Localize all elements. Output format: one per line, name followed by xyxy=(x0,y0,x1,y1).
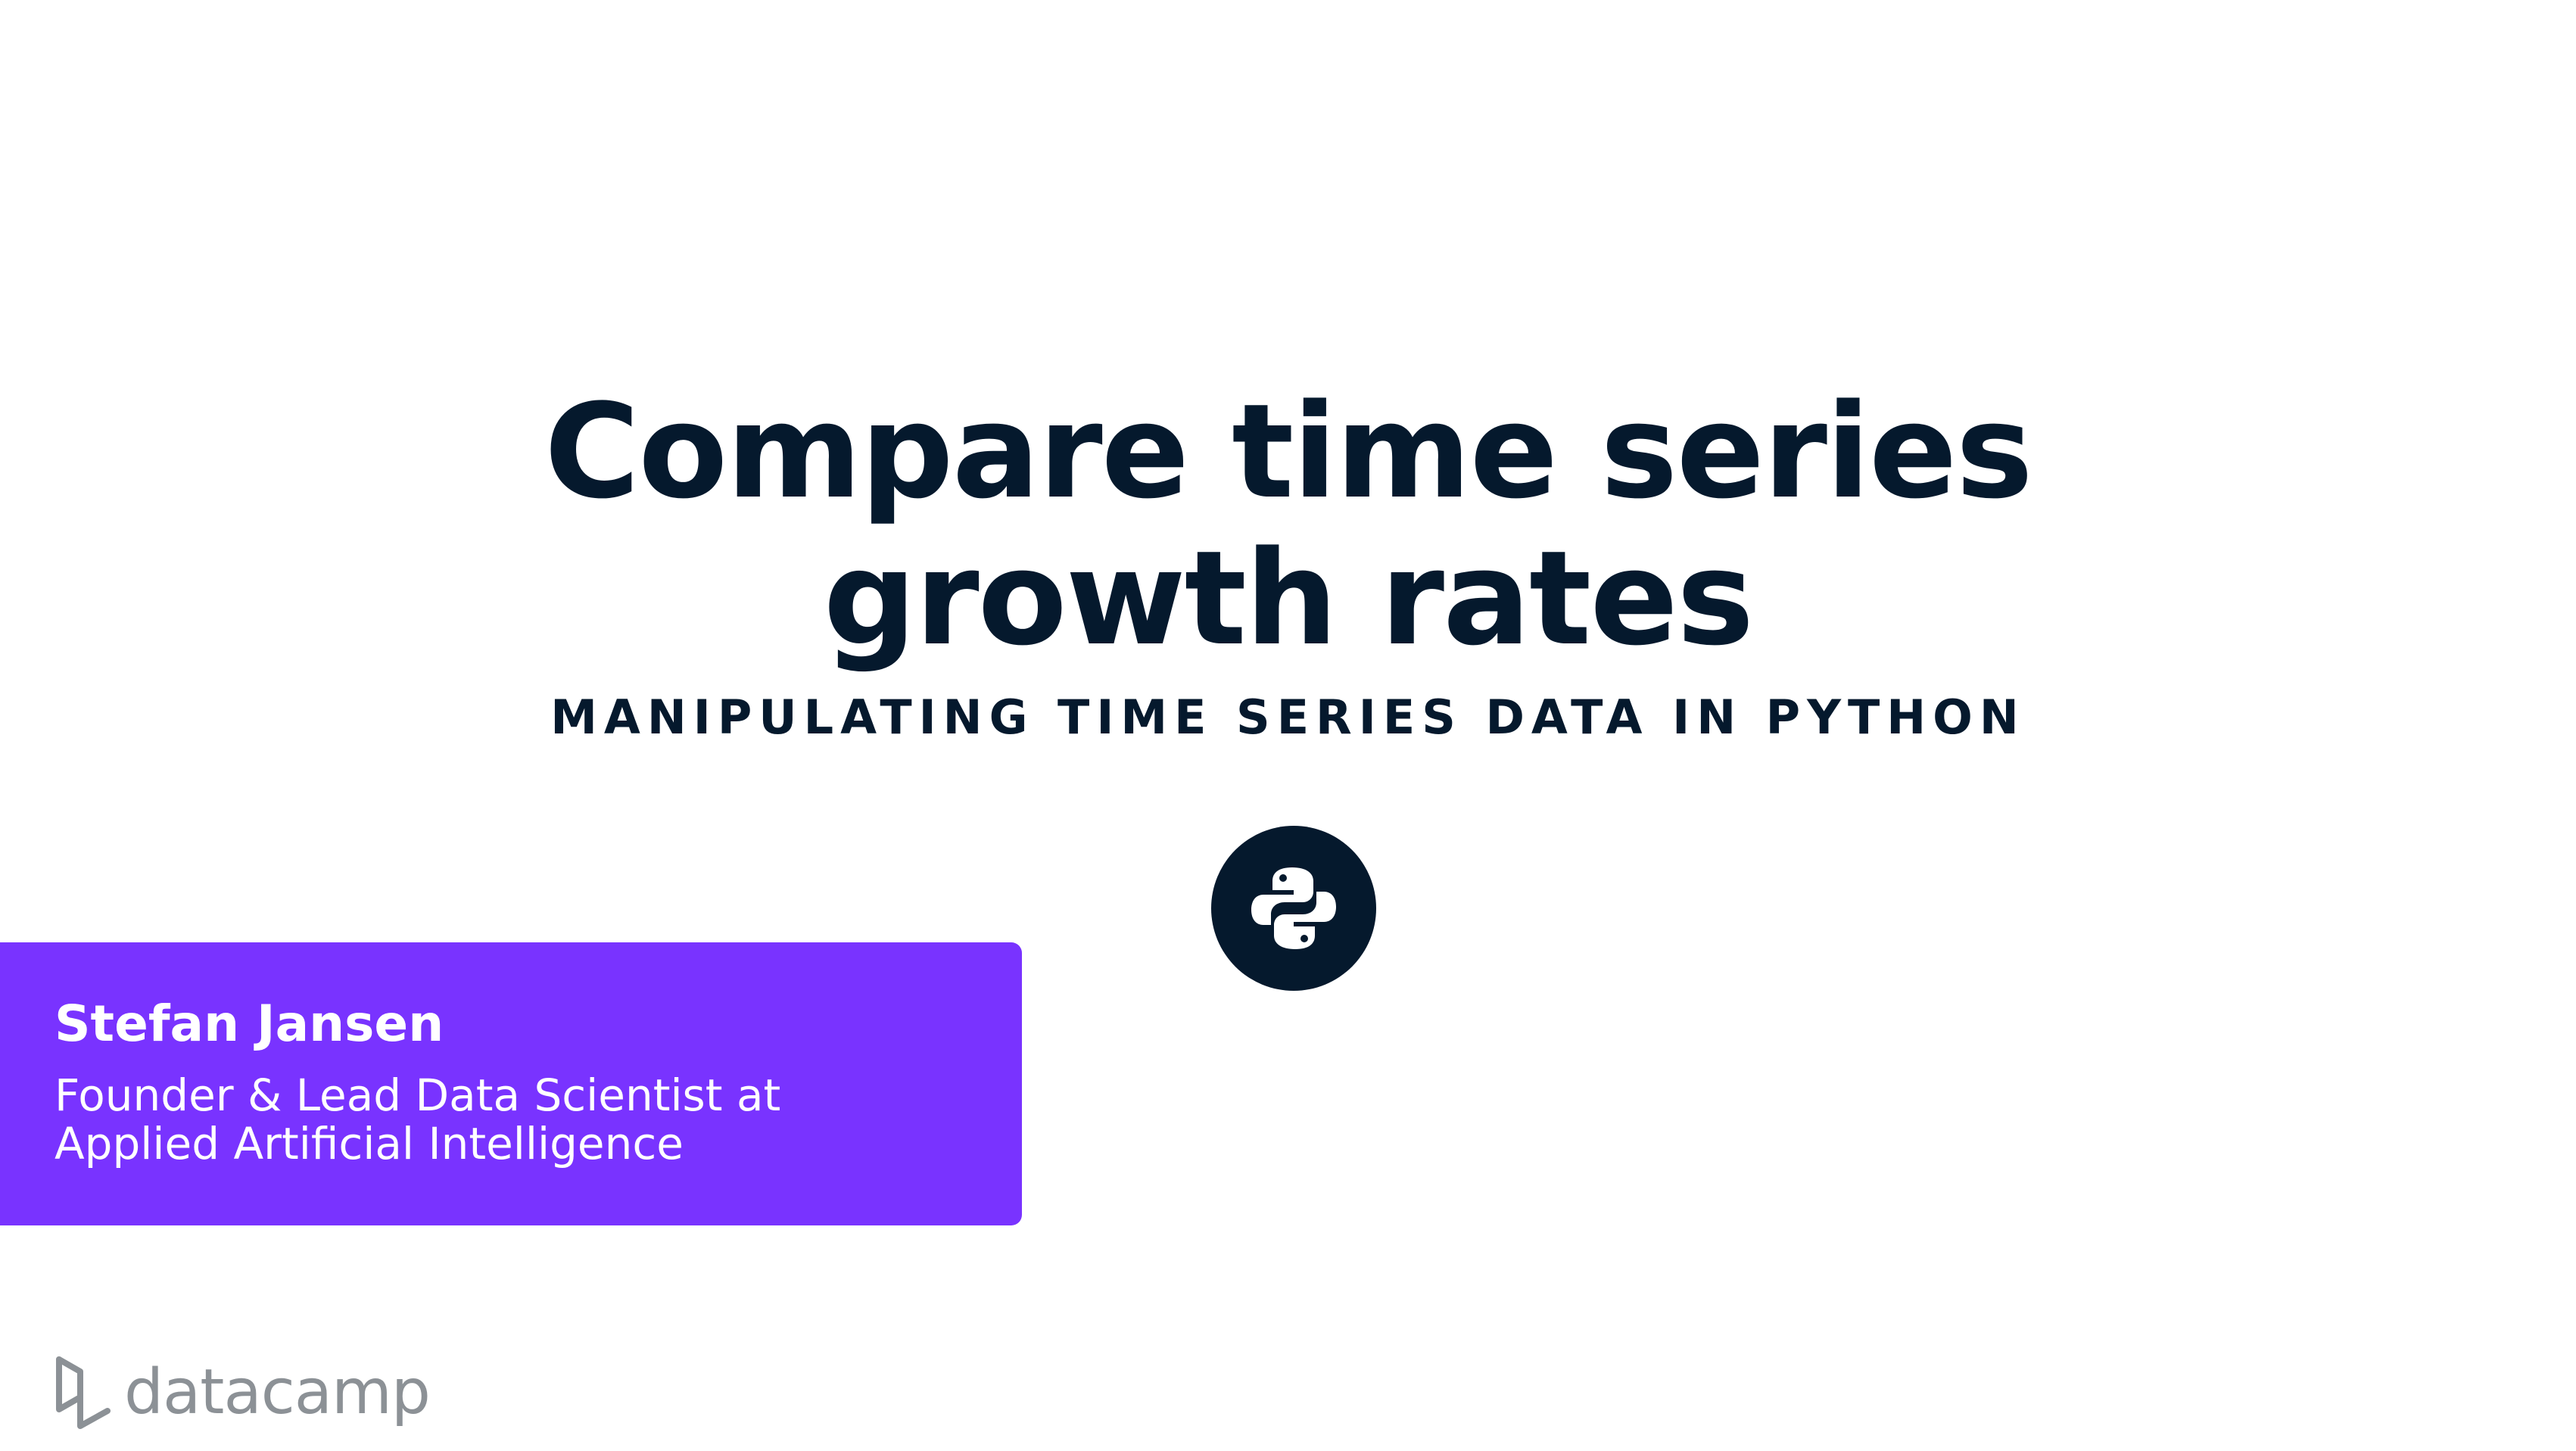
author-role-line-1: Founder & Lead Data Scientist at xyxy=(55,1070,781,1121)
python-badge xyxy=(1211,826,1376,991)
slide-title-line-2: growth rates xyxy=(823,522,1755,674)
slide-title-line-1: Compare time series xyxy=(544,375,2033,528)
author-role-line-2: Applied Artificial Intelligence xyxy=(55,1118,684,1169)
python-logo-icon xyxy=(1251,867,1336,949)
slide-title: Compare time series growth rates xyxy=(0,378,2576,672)
datacamp-logo-icon xyxy=(56,1356,111,1429)
author-card: Stefan Jansen Founder & Lead Data Scient… xyxy=(0,942,1022,1225)
datacamp-logo-text: datacamp xyxy=(124,1356,431,1428)
course-name: MANIPULATING TIME SERIES DATA IN PYTHON xyxy=(550,690,2026,745)
datacamp-logo: datacamp xyxy=(53,1355,431,1431)
author-role: Founder & Lead Data Scientist at Applied… xyxy=(55,1071,993,1168)
author-name: Stefan Jansen xyxy=(55,995,444,1053)
